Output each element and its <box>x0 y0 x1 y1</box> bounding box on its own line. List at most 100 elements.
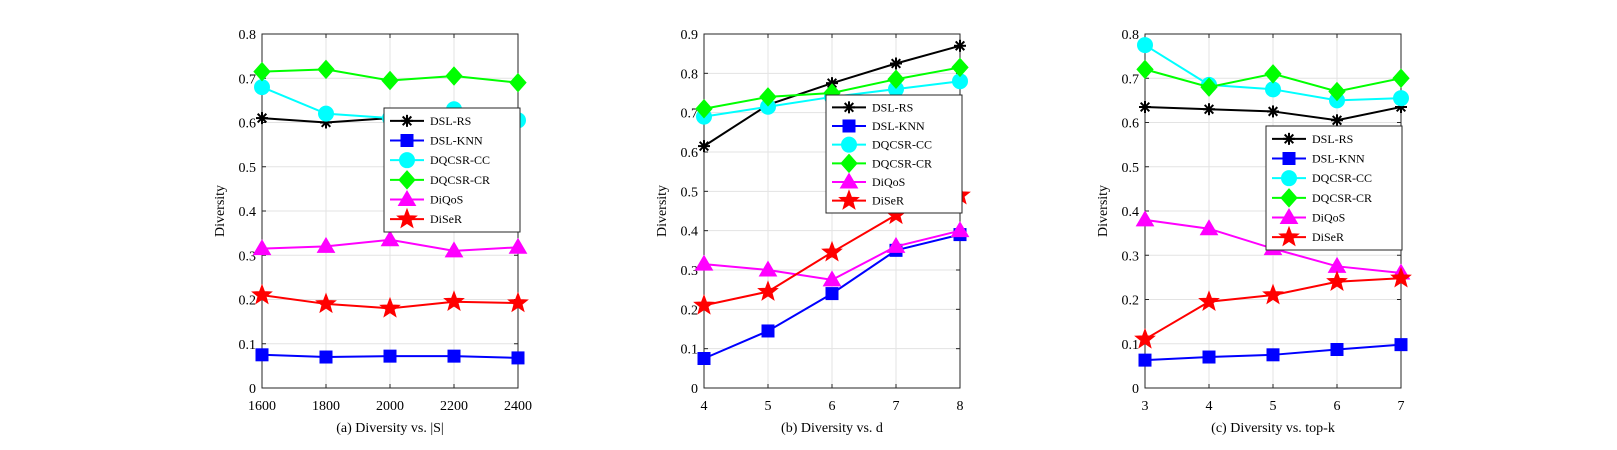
series-dsl-knn <box>1138 338 1408 367</box>
data-point <box>511 351 525 365</box>
legend-label: DQCSR-CC <box>872 138 932 152</box>
legend-label: DSL-KNN <box>1312 152 1365 166</box>
legend-label: DQCSR-CR <box>872 156 932 170</box>
y-tick-label: 0.9 <box>681 28 699 43</box>
data-point <box>890 57 902 70</box>
data-point <box>1202 350 1216 364</box>
data-point <box>757 280 779 301</box>
y-tick-label: 0.6 <box>1122 117 1140 132</box>
data-point <box>1392 68 1410 89</box>
data-point <box>695 98 713 119</box>
legend-item: DQCSR-CC <box>1272 170 1372 187</box>
data-point <box>694 254 714 271</box>
legend-item: DQCSR-CR <box>832 153 932 174</box>
y-tick-label: 0.1 <box>239 338 257 353</box>
y-axis-label: Diversity <box>213 185 228 237</box>
data-point <box>1203 103 1215 116</box>
y-tick-label: 0.3 <box>1122 249 1140 264</box>
legend-marker <box>838 189 860 210</box>
data-point <box>444 241 464 258</box>
data-point <box>1393 90 1409 107</box>
y-tick-label: 0.7 <box>1122 72 1140 87</box>
y-tick-label: 0.3 <box>239 249 257 264</box>
data-point <box>1134 327 1156 349</box>
data-point <box>822 270 842 287</box>
chart-caption: (c) Diversity vs. top-k <box>1211 421 1335 436</box>
y-tick-label: 0.8 <box>1122 28 1140 43</box>
data-point <box>1200 77 1218 97</box>
series-diqos <box>694 221 970 287</box>
x-tick-label: 7 <box>1398 399 1405 414</box>
data-point <box>315 292 337 314</box>
legend-marker <box>1279 208 1299 224</box>
y-tick-label: 0.8 <box>239 28 257 43</box>
data-point <box>252 239 272 256</box>
chart-panel-2: 4 5 6 7 8 0 0.1 0.2 0.3 0.4 0.5 0.6 0.7 0.8 0.9 Diversi… <box>655 28 971 436</box>
legend-label: DiQoS <box>1312 211 1345 225</box>
data-point <box>825 287 839 301</box>
data-point <box>509 72 527 93</box>
y-tick-label: 0.4 <box>681 225 699 240</box>
chart-panel-3: 3 4 5 6 7 0 0.1 0.2 0.3 0.4 0.5 0.6 0.7 0.8 Diversity (… <box>1096 28 1412 436</box>
legend-item: DSL-RS <box>832 100 913 114</box>
legend-label: DSL-KNN <box>430 134 483 148</box>
legend-marker <box>1280 188 1298 208</box>
data-point <box>1265 81 1281 98</box>
y-tick-label: 0.7 <box>681 107 699 122</box>
data-point <box>1326 270 1348 292</box>
legend-item: DSL-RS <box>390 114 471 128</box>
series-diqos <box>252 230 528 258</box>
data-point <box>1394 338 1408 352</box>
legend-label: DiSeR <box>430 212 462 226</box>
chart-panel-1: 1600 1800 2000 2200 2400 0 0.1 0.2 0.3 0.4 0.5 0.6 0… <box>213 28 532 436</box>
legend-marker <box>397 190 417 206</box>
legend-marker <box>1278 225 1300 247</box>
series-diser <box>251 283 529 318</box>
legend: DSL-RS DSL-KNN DQCSR-CC DQCSR-CR DiQoS DiSeR <box>383 107 521 233</box>
legend-label: DSL-RS <box>1312 132 1353 146</box>
y-tick-label: 0.1 <box>681 343 699 358</box>
data-point <box>1264 64 1282 84</box>
legend-item: DQCSR-CR <box>390 170 490 190</box>
data-point <box>821 240 843 262</box>
data-point <box>1262 283 1284 305</box>
legend-item: DiSeR <box>832 189 904 210</box>
data-point <box>698 140 710 153</box>
data-point <box>693 293 715 315</box>
y-axis-label: Diversity <box>655 185 670 237</box>
legend-label: DiSeR <box>1312 230 1344 244</box>
legend-item: DQCSR-CR <box>1272 188 1372 208</box>
x-tick-label: 1800 <box>312 399 340 414</box>
data-point <box>1266 348 1280 362</box>
legend-item: DiQoS <box>390 190 463 207</box>
y-tick-label: 0.6 <box>681 146 699 161</box>
data-point <box>1331 114 1343 127</box>
y-tick-label: 0.4 <box>1122 205 1140 220</box>
data-point <box>443 290 465 311</box>
legend: DSL-RS DSL-KNN DQCSR-CC DQCSR-CR DiQoS DiSeR <box>825 94 963 214</box>
data-point <box>254 79 270 96</box>
y-axis-label: Diversity <box>1096 185 1111 237</box>
x-tick-label: 4 <box>1206 399 1213 414</box>
x-tick-label: 5 <box>765 399 772 414</box>
legend-marker <box>841 136 857 153</box>
x-tick-label: 4 <box>701 399 708 414</box>
data-point <box>759 87 777 107</box>
legend-item: DQCSR-CC <box>832 136 932 153</box>
data-point <box>253 61 271 82</box>
data-point <box>1390 266 1412 288</box>
legend-marker <box>840 153 858 174</box>
data-point <box>697 352 711 365</box>
data-point <box>379 296 401 318</box>
legend-marker <box>1283 132 1295 145</box>
data-point <box>317 59 335 80</box>
x-tick-label: 5 <box>1270 399 1277 414</box>
data-point <box>1135 210 1155 227</box>
x-tick-label: 2000 <box>376 399 404 414</box>
data-point <box>319 350 333 364</box>
y-tick-label: 0.1 <box>1122 338 1140 353</box>
data-point <box>951 57 969 78</box>
data-point <box>383 349 397 363</box>
data-point <box>1136 59 1154 80</box>
